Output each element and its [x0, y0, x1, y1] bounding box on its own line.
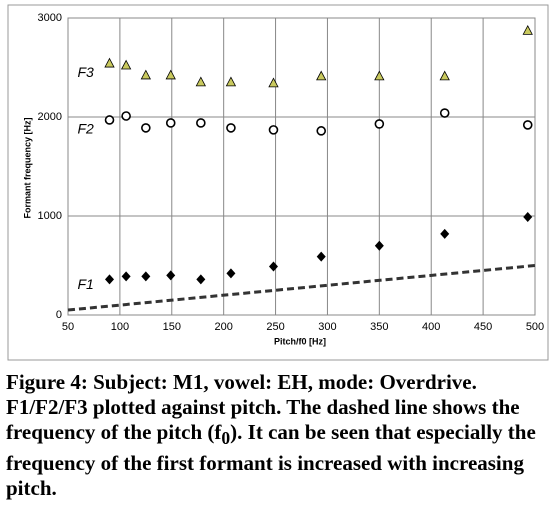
- circle-marker: [141, 123, 151, 133]
- diamond-marker: [166, 270, 176, 281]
- x-tick-label: 400: [422, 321, 440, 333]
- caption: Figure 4: Subject: M1, vowel: EH, mode: …: [6, 370, 552, 501]
- triangle-marker: [195, 76, 207, 87]
- series-label: F1: [78, 276, 94, 292]
- caption-text: Figure 4: Subject: M1, vowel: EH, mode: …: [6, 370, 520, 444]
- circle-marker: [121, 111, 131, 121]
- circle-marker: [522, 120, 533, 130]
- circle-marker: [268, 125, 279, 135]
- circle-marker: [104, 115, 115, 125]
- caption-text: ). It can be seen that especially the fr…: [6, 420, 536, 501]
- circle-marker: [316, 126, 327, 136]
- y-tick-label: 3000: [38, 12, 62, 24]
- triangle-marker: [104, 57, 115, 68]
- triangle-marker: [374, 70, 385, 81]
- plot-area: [67, 17, 536, 316]
- diamond-marker: [121, 271, 131, 282]
- triangle-marker: [140, 69, 151, 80]
- diamond-marker: [268, 261, 278, 272]
- x-tick-label: 500: [526, 321, 544, 333]
- f0-line: [67, 264, 536, 312]
- circle-marker: [226, 123, 236, 133]
- series-label: F3: [78, 64, 95, 80]
- x-tick-label: 50: [62, 321, 74, 333]
- diamond-marker: [523, 211, 533, 222]
- x-tick-label: 450: [474, 321, 492, 333]
- diamond-marker: [141, 271, 151, 282]
- x-tick-label: 300: [318, 321, 336, 333]
- diamond-marker: [316, 251, 326, 262]
- circle-marker: [439, 108, 450, 118]
- x-tick-label: 100: [111, 321, 129, 333]
- diamond-marker: [226, 268, 236, 279]
- caption-subscript: 0: [221, 428, 231, 449]
- chart: Pitch/f0 [Hz] Formant frequency [Hz] 50 1…: [7, 4, 549, 361]
- diamond-marker: [105, 274, 115, 285]
- x-axis-label: Pitch/f0 [Hz]: [274, 336, 326, 346]
- y-tick-label: 2000: [38, 111, 62, 123]
- x-tick-label: 200: [214, 321, 232, 333]
- circle-marker: [196, 118, 206, 128]
- y-tick-label: 0: [56, 309, 62, 321]
- x-tick-label: 350: [370, 321, 388, 333]
- diamond-marker: [196, 274, 206, 285]
- triangle-marker: [165, 69, 176, 80]
- y-axis-label: Formant frequency [Hz]: [22, 117, 32, 218]
- triangle-marker: [268, 77, 279, 88]
- triangle-marker: [522, 25, 533, 35]
- circle-marker: [374, 119, 385, 129]
- diamond-marker: [440, 228, 450, 239]
- circle-marker: [165, 118, 176, 128]
- diamond-marker: [374, 240, 384, 251]
- triangle-marker: [439, 70, 450, 81]
- triangle-marker: [225, 76, 237, 87]
- x-tick-label: 250: [266, 321, 284, 333]
- x-tick-label: 150: [163, 321, 181, 333]
- chart-frame: [7, 4, 549, 361]
- triangle-marker: [316, 70, 327, 81]
- y-tick-label: 1000: [38, 210, 62, 222]
- series-label: F2: [78, 121, 95, 137]
- triangle-marker: [120, 59, 132, 70]
